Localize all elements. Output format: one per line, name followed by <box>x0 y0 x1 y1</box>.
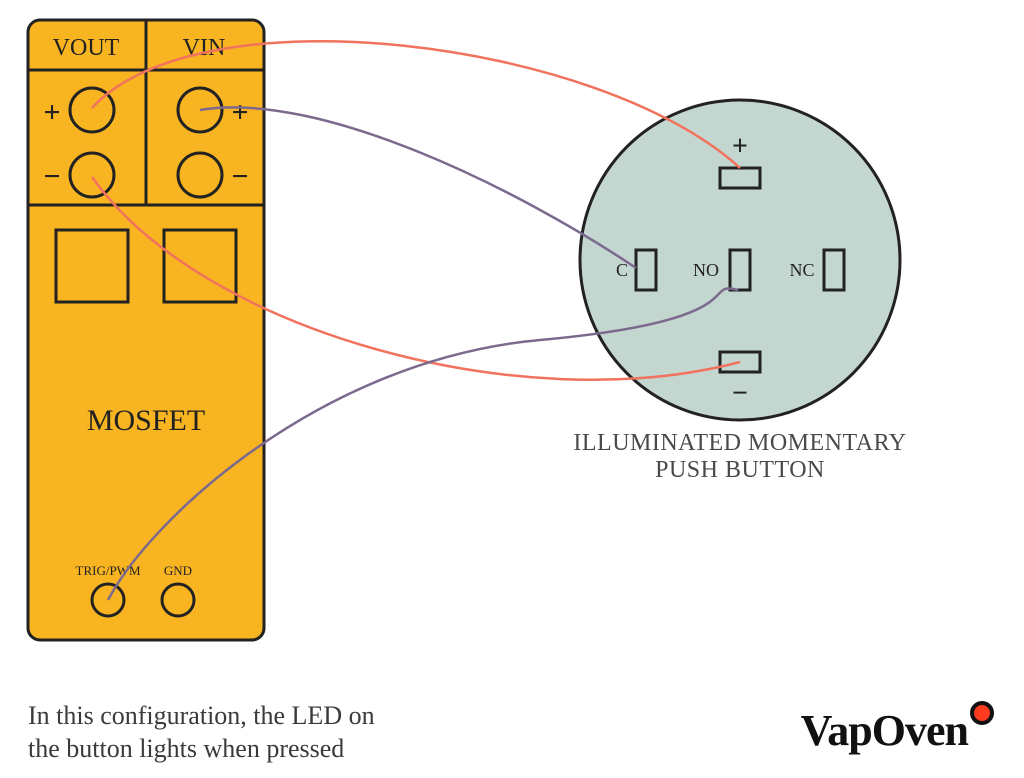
button-title: ILLUMINATED MOMENTARY PUSH BUTTON <box>510 430 970 484</box>
caption: In this configuration, the LED on the bu… <box>28 700 375 765</box>
svg-text:−: − <box>231 160 248 193</box>
mosfet-label: MOSFET <box>87 404 205 437</box>
button-no-label: NO <box>693 260 719 280</box>
brand-dot-icon <box>970 701 994 725</box>
vout-label: VOUT <box>53 35 120 61</box>
svg-text:+: + <box>231 96 248 129</box>
diagram-stage: VOUT VIN + − + − MOSFET TRIG/PWM GND + −… <box>0 0 1024 778</box>
svg-text:−: − <box>732 378 748 409</box>
button-nc-label: NC <box>789 260 814 280</box>
brand-logo: VapOven <box>801 705 994 756</box>
gnd-label: GND <box>164 563 192 578</box>
button-c-label: C <box>616 260 628 280</box>
button-title-line2: PUSH BUTTON <box>655 457 825 483</box>
caption-line1: In this configuration, the LED on <box>28 701 375 730</box>
svg-text:−: − <box>43 160 60 193</box>
brand-text: VapOven <box>801 705 968 756</box>
wiring-diagram: VOUT VIN + − + − MOSFET TRIG/PWM GND + −… <box>0 0 1024 778</box>
button-title-line1: ILLUMINATED MOMENTARY <box>573 430 906 456</box>
push-button: + − C NO NC <box>580 100 900 420</box>
svg-text:+: + <box>43 96 60 129</box>
caption-line2: the button lights when pressed <box>28 734 344 763</box>
svg-text:+: + <box>732 131 748 162</box>
